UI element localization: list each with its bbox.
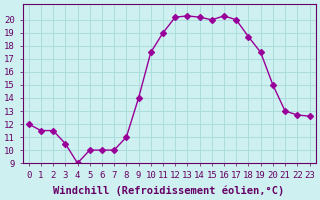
X-axis label: Windchill (Refroidissement éolien,°C): Windchill (Refroidissement éolien,°C) [53, 185, 285, 196]
